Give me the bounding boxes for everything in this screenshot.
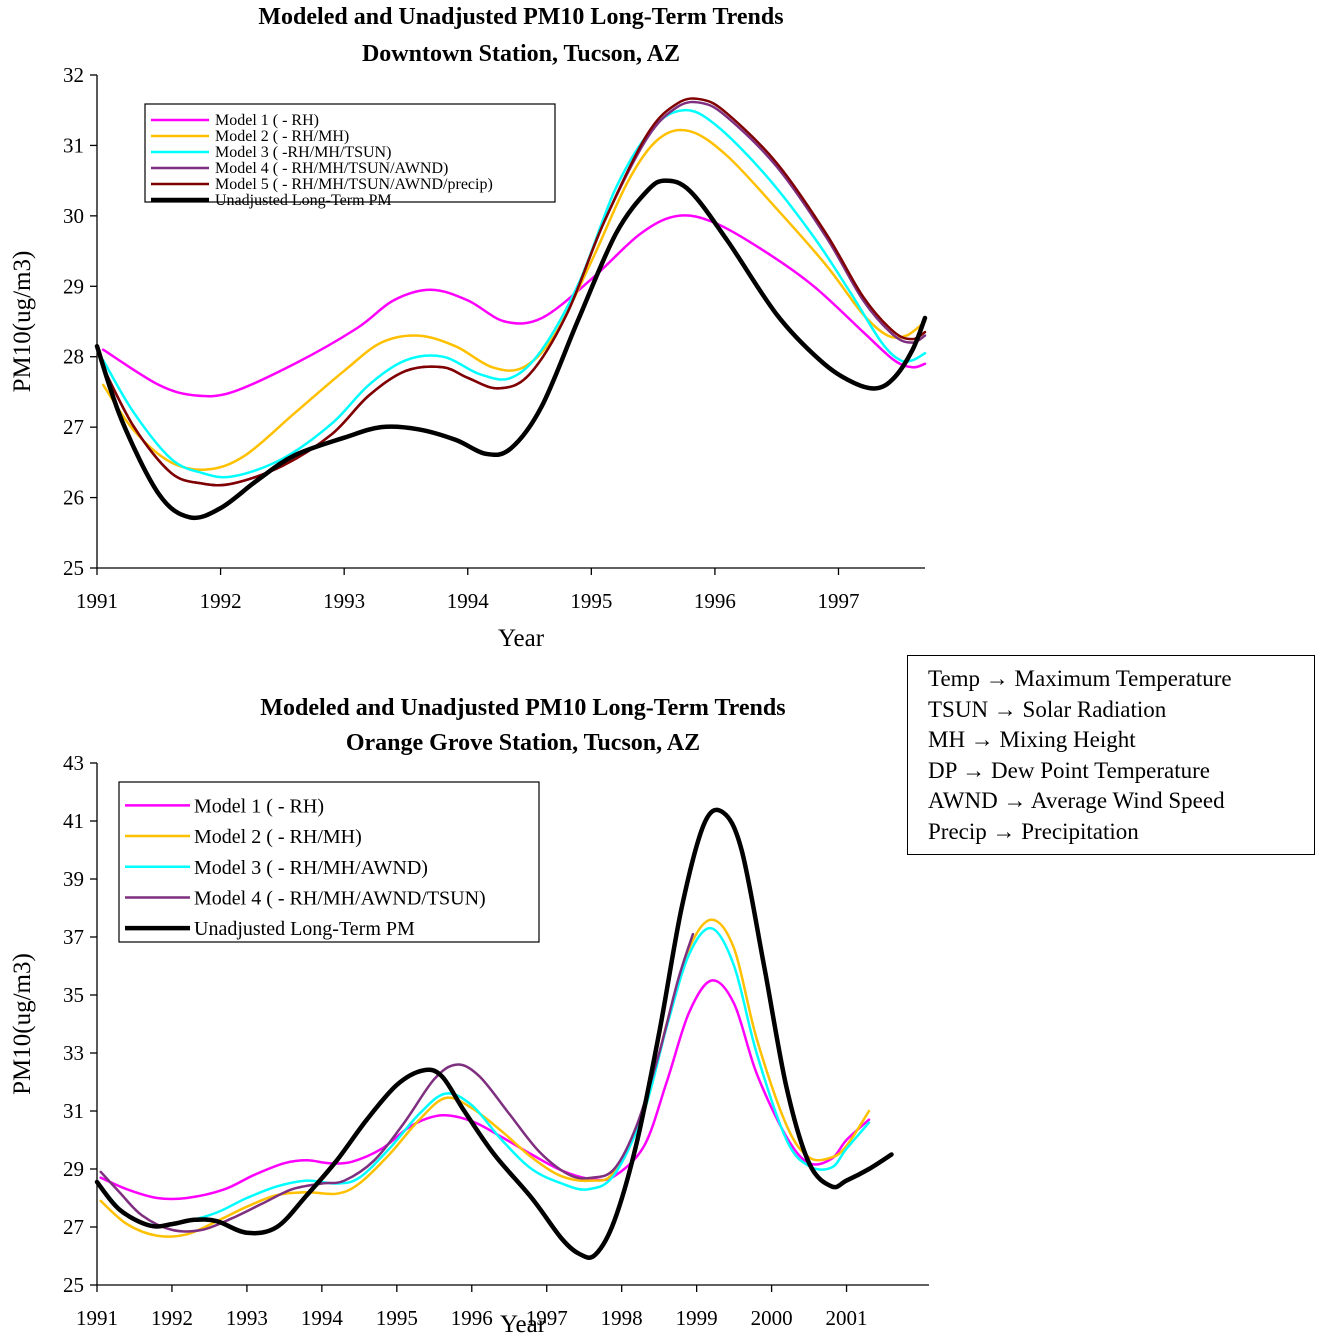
chart-title: Modeled and Unadjusted PM10 Long-Term Tr… (258, 4, 783, 30)
y-axis-label: PM10(ug/m3) (9, 251, 36, 393)
abbreviation-line: AWND → Average Wind Speed (928, 788, 1225, 813)
abbreviation-key-box: Temp → Maximum Temperature TSUN → Solar … (907, 655, 1315, 855)
y-tick-label: 25 (63, 1273, 84, 1297)
y-tick-label: 39 (63, 867, 84, 891)
y-tick-label: 31 (63, 133, 84, 157)
series-line (101, 97, 927, 487)
legend-entry-label: Model 2 ( - RH/MH) (194, 826, 362, 848)
legend-entry-label: Model 4 ( - RH/MH/TSUN/AWND) (215, 160, 448, 177)
y-tick-label: 28 (63, 345, 84, 369)
y-tick-label: 32 (63, 63, 84, 87)
x-tick-label: 2001 (826, 1306, 868, 1330)
x-tick-label: 1993 (226, 1306, 268, 1330)
x-tick-label: 1995 (376, 1306, 418, 1330)
legend-entry-label: Model 1 ( - RH) (194, 795, 324, 817)
abbreviation-line: Precip → Precipitation (928, 818, 1139, 844)
y-tick-label: 29 (63, 1157, 84, 1181)
y-tick-label: 30 (63, 204, 84, 228)
x-tick-label: 1999 (676, 1306, 718, 1330)
x-tick-label: 1996 (451, 1306, 493, 1330)
legend-entry-label: Model 5 ( - RH/MH/TSUN/AWND/precip) (215, 176, 493, 193)
series-line (101, 214, 927, 398)
y-tick-label: 33 (63, 1041, 84, 1065)
series-line (99, 932, 695, 1233)
x-tick-label: 1997 (526, 1306, 568, 1330)
x-axis-label: Year (498, 625, 545, 652)
y-tick-label: 29 (63, 274, 84, 298)
y-tick-label: 43 (63, 751, 84, 775)
y-tick-label: 35 (63, 983, 84, 1007)
series-line (101, 108, 927, 479)
legend-entry-label: Model 3 ( - RH/MH/AWND) (194, 857, 428, 879)
y-tick-label: 26 (63, 486, 84, 510)
y-tick-label: 41 (63, 809, 84, 833)
x-tick-label: 2000 (751, 1306, 793, 1330)
legend-entry-label: Unadjusted Long-Term PM (194, 918, 415, 940)
legend-entry-label: Model 1 ( - RH) (215, 112, 319, 129)
x-tick-label: 1997 (817, 589, 859, 613)
chart-subtitle: Orange Grove Station, Tucson, AZ (346, 730, 700, 756)
chart-subtitle: Downtown Station, Tucson, AZ (362, 41, 680, 67)
series-line (99, 918, 871, 1238)
abbreviation-line: TSUN → Solar Radiation (928, 696, 1167, 722)
y-tick-label: 27 (63, 415, 84, 439)
x-tick-label: 1994 (447, 589, 490, 613)
x-tick-label: 1995 (570, 589, 612, 613)
abbreviation-line: DP → Dew Point Temperature (928, 757, 1211, 783)
y-tick-label: 27 (63, 1215, 84, 1239)
x-tick-label: 1993 (323, 589, 365, 613)
x-tick-label: 1998 (601, 1306, 643, 1330)
series-line (101, 128, 927, 471)
y-tick-label: 31 (63, 1099, 84, 1123)
legend-entry-label: Model 2 ( - RH/MH) (215, 128, 349, 145)
x-tick-label: 1991 (76, 589, 118, 613)
legend-entry-label: Model 3 ( -RH/MH/TSUN) (215, 144, 391, 161)
legend-entry-label: Unadjusted Long-Term PM (215, 192, 392, 209)
y-tick-label: 37 (63, 925, 84, 949)
legend-box (144, 103, 556, 203)
chart-title: Modeled and Unadjusted PM10 Long-Term Tr… (260, 695, 785, 721)
series-line (94, 178, 928, 521)
y-axis-label: PM10(ug/m3) (9, 953, 36, 1095)
x-axis-label: Year (500, 1311, 547, 1338)
x-tick-label: 1996 (694, 589, 736, 613)
x-tick-label: 1994 (301, 1306, 344, 1330)
series-line (99, 926, 871, 1227)
legend-entry-label: Model 4 ( - RH/MH/AWND/TSUN) (194, 887, 486, 909)
series-line (99, 979, 871, 1201)
legend-box (118, 781, 540, 943)
abbreviation-line: MH → Mixing Height (928, 727, 1136, 752)
x-tick-label: 1992 (200, 589, 242, 613)
abbreviation-line: Temp → Maximum Temperature (928, 666, 1232, 691)
y-tick-label: 25 (63, 556, 84, 580)
x-tick-label: 1992 (151, 1306, 193, 1330)
x-tick-label: 1991 (76, 1306, 118, 1330)
series-line (94, 807, 894, 1260)
